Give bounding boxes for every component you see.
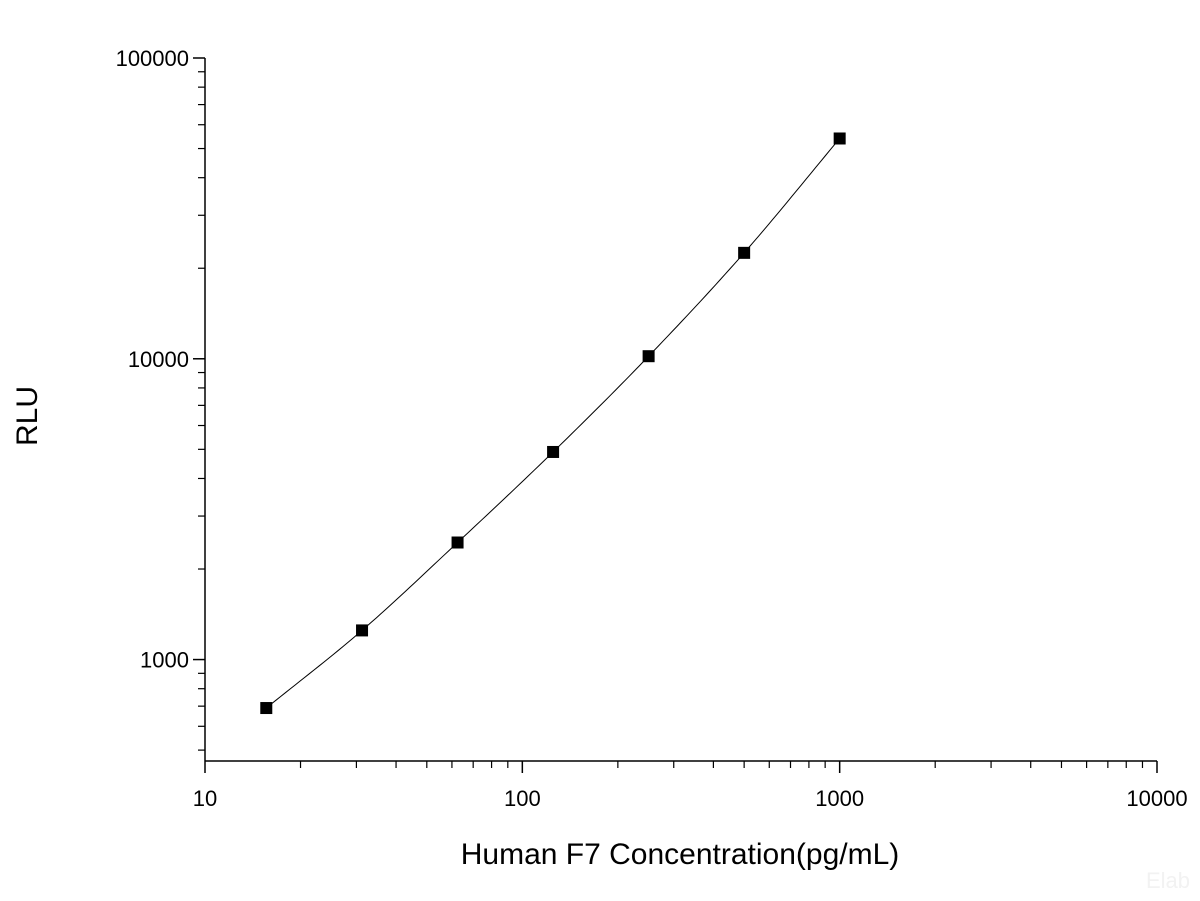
data-point [356, 624, 369, 637]
x-tick-label: 1000 [815, 786, 864, 811]
data-point [833, 132, 846, 145]
watermark-logo: Elab [1146, 868, 1190, 893]
x-tick-label: 10000 [1126, 786, 1187, 811]
x-ticks: 10 100 1000 10000 [193, 761, 1188, 811]
data-point [260, 702, 273, 715]
x-tick-label: 100 [504, 786, 541, 811]
data-point [451, 536, 464, 549]
y-tick-label: 10000 [128, 347, 189, 372]
x-axis-title: Human F7 Concentration(pg/mL) [461, 838, 900, 871]
fit-curve [265, 138, 841, 709]
x-tick-label: 10 [193, 786, 217, 811]
data-point [642, 350, 655, 363]
y-tick-label: 100000 [116, 46, 189, 71]
y-axis-title: RLU [11, 386, 44, 446]
y-ticks: 1000 10000 100000 [116, 46, 205, 751]
fit-curve-layer [265, 138, 841, 709]
data-point [547, 445, 560, 458]
data-point [738, 246, 751, 259]
axes [204, 58, 1157, 762]
y-tick-label: 1000 [140, 648, 189, 673]
data-points [260, 132, 846, 715]
